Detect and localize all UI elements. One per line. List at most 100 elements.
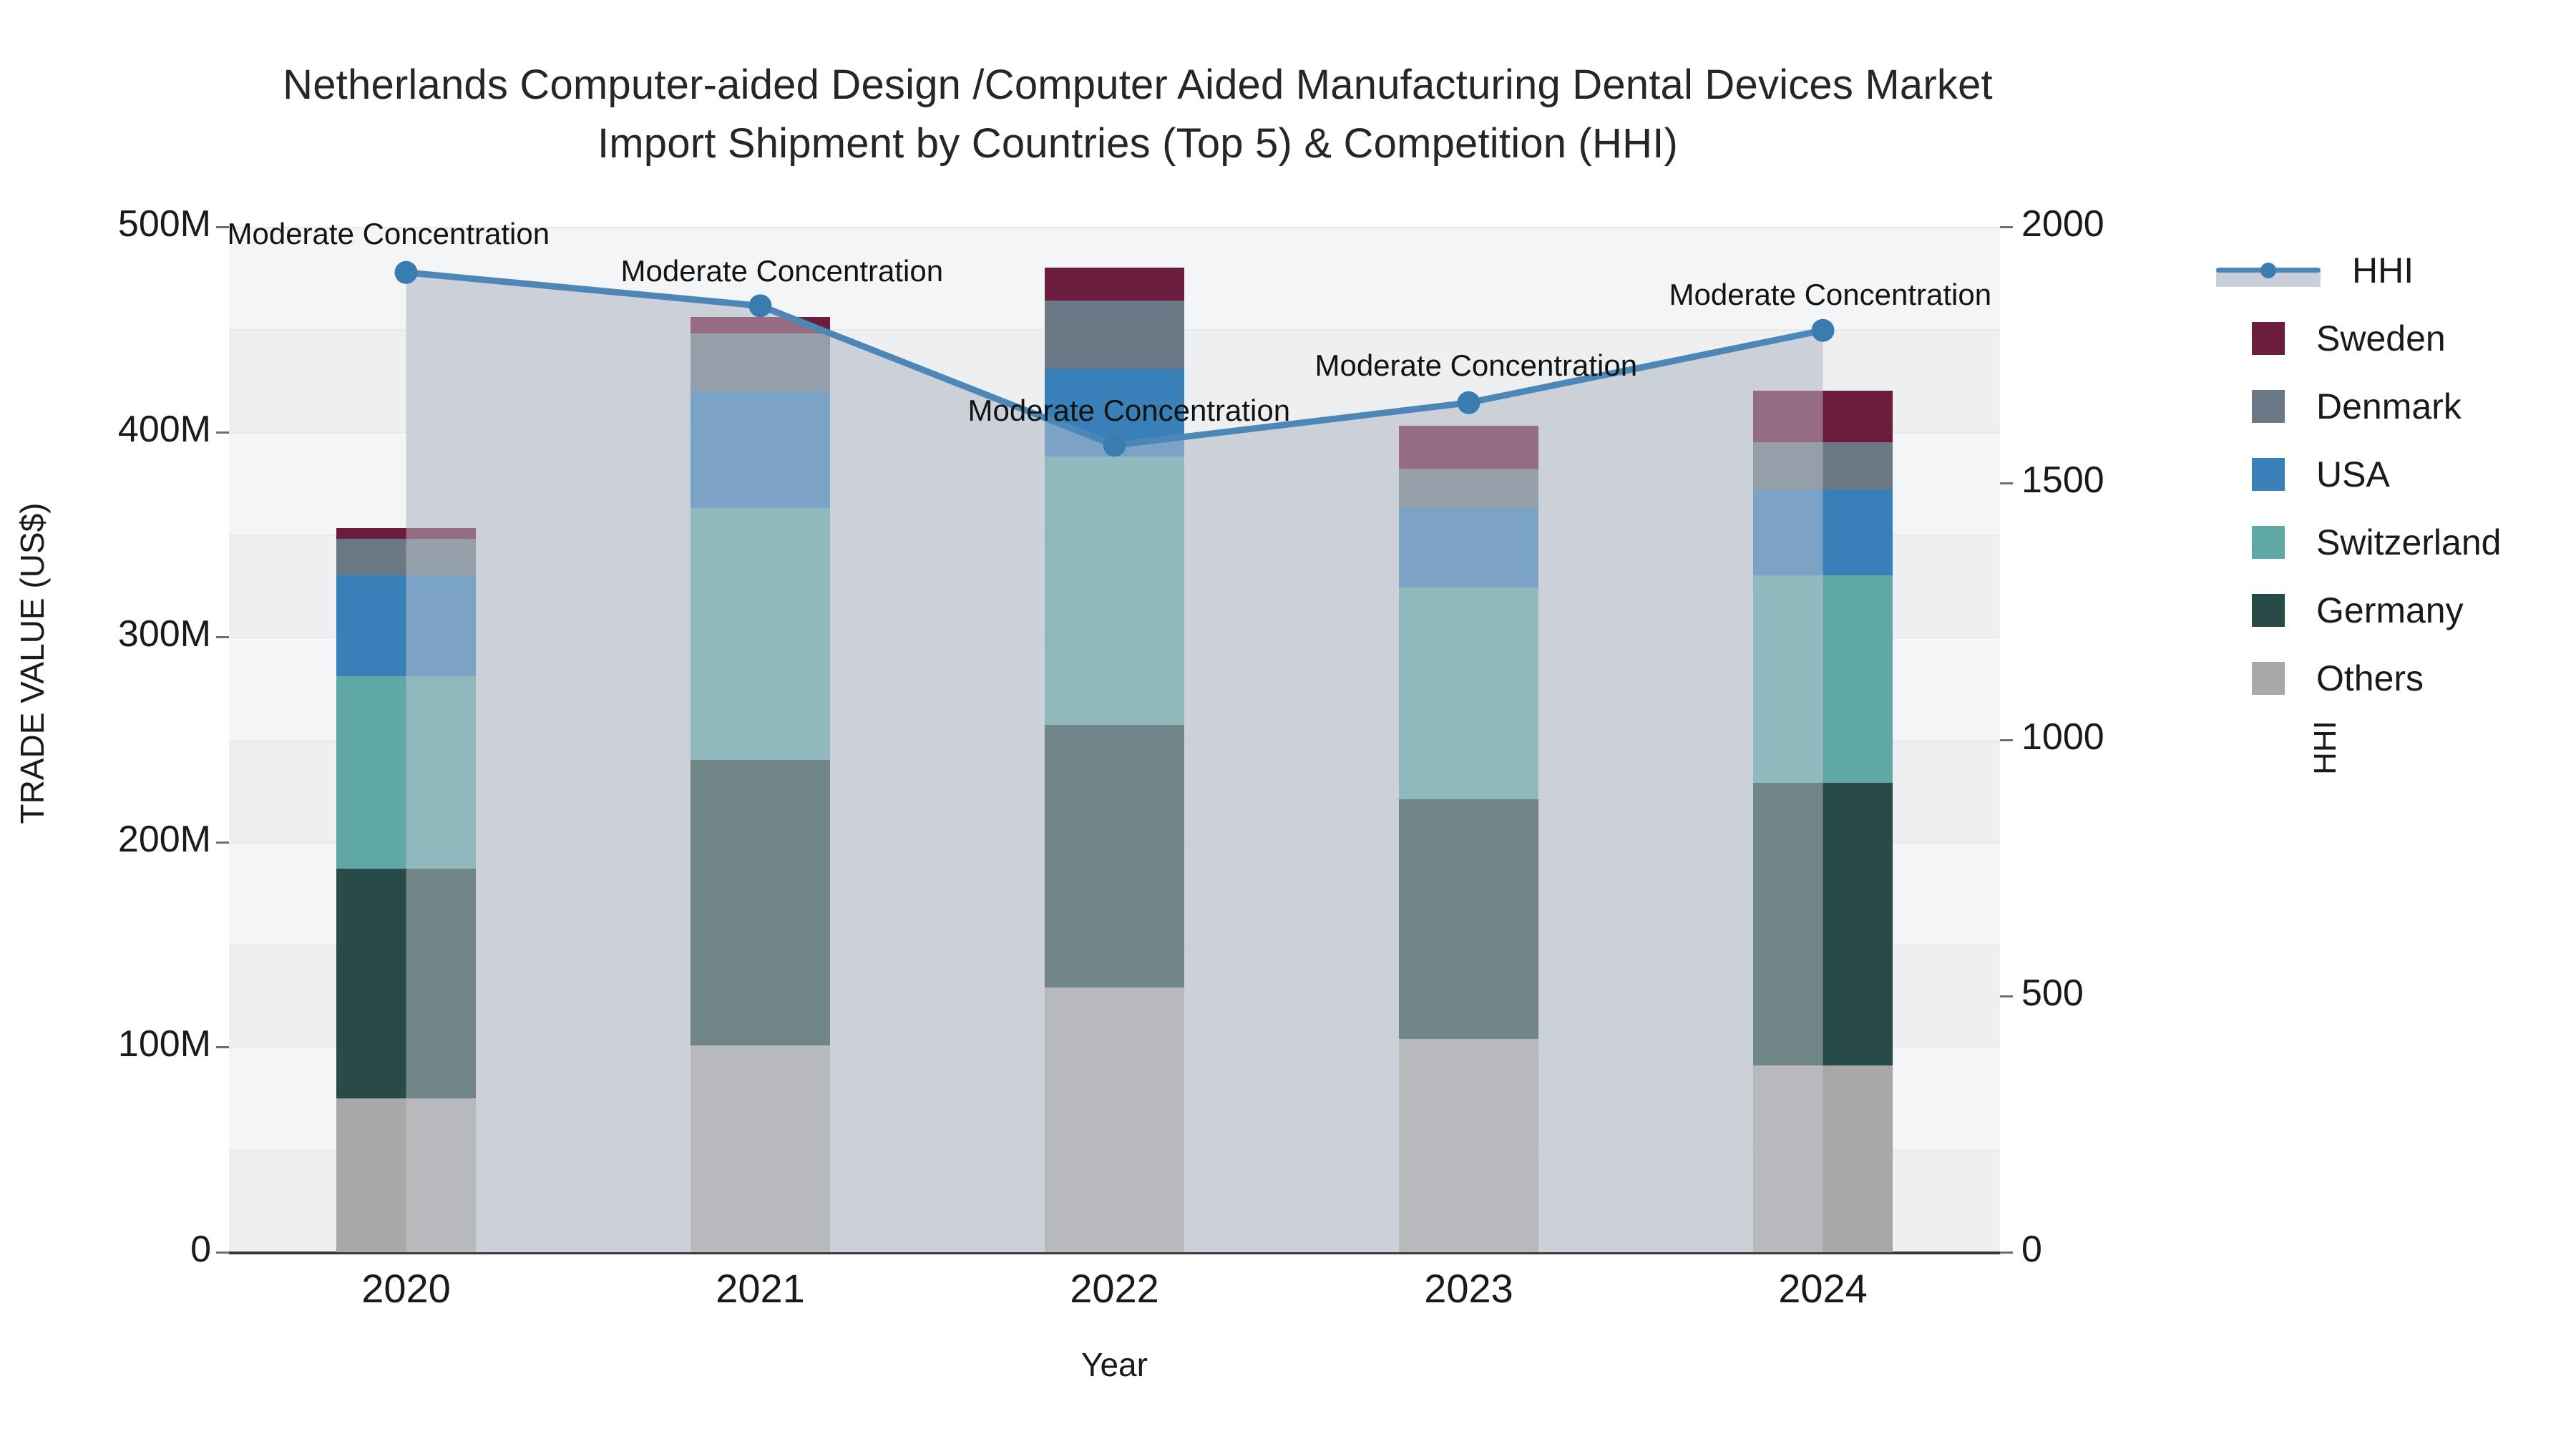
bar-segment-switzerland[interactable]: [336, 675, 476, 869]
chart-title-line-2: Import Shipment by Countries (Top 5) & C…: [597, 120, 1679, 167]
bar-segment-others[interactable]: [336, 1098, 476, 1252]
bar-segment-switzerland[interactable]: [691, 507, 830, 761]
legend-item-hhi[interactable]: HHI: [2215, 236, 2576, 304]
y-axis-left-tick-mark: [216, 841, 229, 844]
bar-group[interactable]: [691, 227, 830, 1252]
bar-segment-others[interactable]: [1753, 1065, 1893, 1252]
chart-title-line-1: Netherlands Computer-aided Design /Compu…: [283, 62, 1993, 108]
x-axis-label: Year: [1081, 1346, 1148, 1383]
hhi-data-point[interactable]: [1103, 434, 1126, 457]
x-axis-line: [229, 1252, 2000, 1254]
bar-segment-usa[interactable]: [1753, 489, 1893, 576]
hhi-data-point[interactable]: [1811, 318, 1835, 342]
legend-item-label: Others: [2316, 658, 2424, 698]
y-axis-left-tick-mark: [216, 1046, 229, 1049]
y-axis-right-tick-mark: [2000, 995, 2013, 997]
bar-group[interactable]: [336, 227, 476, 1252]
hhi-annotation: Moderate Concentration: [227, 216, 550, 250]
legend-color-swatch: [2252, 389, 2285, 423]
bar-group[interactable]: [1045, 227, 1184, 1252]
legend-item-label: Switzerland: [2316, 522, 2502, 562]
y-axis-left-tick-mark: [216, 636, 229, 639]
y-axis-right-tick-label: 2000: [2021, 203, 2104, 245]
hhi-data-point[interactable]: [748, 294, 772, 318]
x-axis-tick-label-2021: 2021: [716, 1266, 805, 1311]
legend-item-usa[interactable]: USA: [2215, 440, 2576, 508]
bar-group[interactable]: [1399, 227, 1538, 1252]
y-axis-right-tick-label: 0: [2021, 1229, 2042, 1270]
bar-segment-germany[interactable]: [1753, 782, 1893, 1066]
legend-item-label: USA: [2316, 454, 2390, 494]
legend-item-label: Sweden: [2316, 318, 2446, 358]
bar-segment-usa[interactable]: [691, 391, 830, 508]
hhi-data-point[interactable]: [394, 260, 418, 284]
legend: HHI Sweden Denmark USA Switzerland Germany Oth…: [2215, 236, 2576, 712]
hhi-annotation: Moderate Concentration: [967, 394, 1291, 428]
hhi-annotation: Moderate Concentration: [1669, 277, 1992, 311]
hhi-annotation: Moderate Concentration: [1314, 348, 1638, 382]
y-axis-right-tick-mark: [2000, 482, 2013, 485]
x-axis-tick-label-2020: 2020: [361, 1266, 451, 1311]
bar-segment-denmark[interactable]: [1753, 441, 1893, 489]
hhi-data-point[interactable]: [1457, 391, 1480, 414]
bar-segment-sweden[interactable]: [1753, 391, 1893, 442]
hhi-line-layer: [394, 260, 1835, 457]
y-axis-left-tick-label: 100M: [117, 1023, 211, 1065]
bar-segment-usa[interactable]: [336, 575, 476, 676]
legend-color-swatch: [2252, 525, 2285, 559]
y-axis-left-label: TRADE VALUE (US$): [14, 502, 51, 824]
y-axis-right-tick-mark: [2000, 738, 2013, 741]
y-axis-right-tick-label: 1500: [2021, 459, 2104, 502]
bar-segment-sweden[interactable]: [336, 528, 476, 539]
y-axis-right-tick-label: 1000: [2021, 716, 2104, 758]
y-axis-right-tick-mark: [2000, 1252, 2013, 1254]
bar-segment-others[interactable]: [1399, 1038, 1538, 1252]
legend-item-denmark[interactable]: Denmark: [2215, 372, 2576, 440]
bar-segment-others[interactable]: [691, 1045, 830, 1252]
bar-segment-denmark[interactable]: [691, 333, 830, 391]
bar-segment-germany[interactable]: [1399, 799, 1538, 1039]
chart-title: Netherlands Computer-aided Design /Compu…: [0, 56, 2275, 173]
y-axis-left-tick-mark: [216, 1252, 229, 1254]
bar-segment-switzerland[interactable]: [1753, 575, 1893, 783]
bar-segment-denmark[interactable]: [336, 538, 476, 576]
legend-item-label: Germany: [2316, 590, 2464, 630]
y-axis-left-tick-label: 0: [190, 1229, 211, 1270]
bar-segment-germany[interactable]: [691, 760, 830, 1045]
legend-item-switzerland[interactable]: Switzerland: [2215, 508, 2576, 576]
legend-item-sweden[interactable]: Sweden: [2215, 304, 2576, 372]
legend-color-swatch: [2252, 661, 2285, 695]
legend-item-label: HHI: [2352, 250, 2414, 291]
legend-item-label: Denmark: [2316, 386, 2462, 426]
legend-line-marker: [2260, 262, 2276, 278]
legend-color-swatch: [2252, 457, 2285, 491]
y-axis-left-tick-mark: [216, 431, 229, 434]
y-axis-left-tick-mark: [216, 226, 229, 228]
bar-segment-denmark[interactable]: [1399, 469, 1538, 508]
y-axis-left-tick-label: 500M: [117, 203, 211, 245]
bar-segment-others[interactable]: [1045, 987, 1184, 1252]
bar-segment-switzerland[interactable]: [1045, 457, 1184, 726]
bars-layer: [229, 227, 2000, 1252]
bar-segment-sweden[interactable]: [1399, 426, 1538, 469]
bar-segment-usa[interactable]: [1399, 507, 1538, 588]
bar-group[interactable]: [1753, 227, 1893, 1252]
plot-inner: Moderate Concentration Moderate Concentra…: [228, 217, 2000, 1252]
bar-segment-denmark[interactable]: [1045, 301, 1184, 369]
hhi-area-tint-layer: [406, 272, 1823, 1252]
y-axis-left-tick-label: 200M: [117, 818, 211, 860]
bar-segment-sweden[interactable]: [1045, 268, 1184, 301]
plot-area: Moderate Concentration Moderate Concentra…: [228, 217, 2000, 1252]
legend-area-fill: [2216, 270, 2321, 287]
bar-segment-germany[interactable]: [1045, 725, 1184, 988]
hhi-annotation: Moderate Concentration: [620, 254, 944, 288]
x-axis-tick-label-2023: 2023: [1424, 1266, 1513, 1311]
gridline: [229, 227, 2000, 228]
legend-item-germany[interactable]: Germany: [2215, 576, 2576, 644]
bar-segment-switzerland[interactable]: [1399, 587, 1538, 799]
legend-item-others[interactable]: Others: [2215, 644, 2576, 712]
y-axis-right-tick-mark: [2000, 226, 2013, 228]
legend-line-swatch: [2216, 254, 2321, 287]
bar-segment-germany[interactable]: [336, 869, 476, 1099]
